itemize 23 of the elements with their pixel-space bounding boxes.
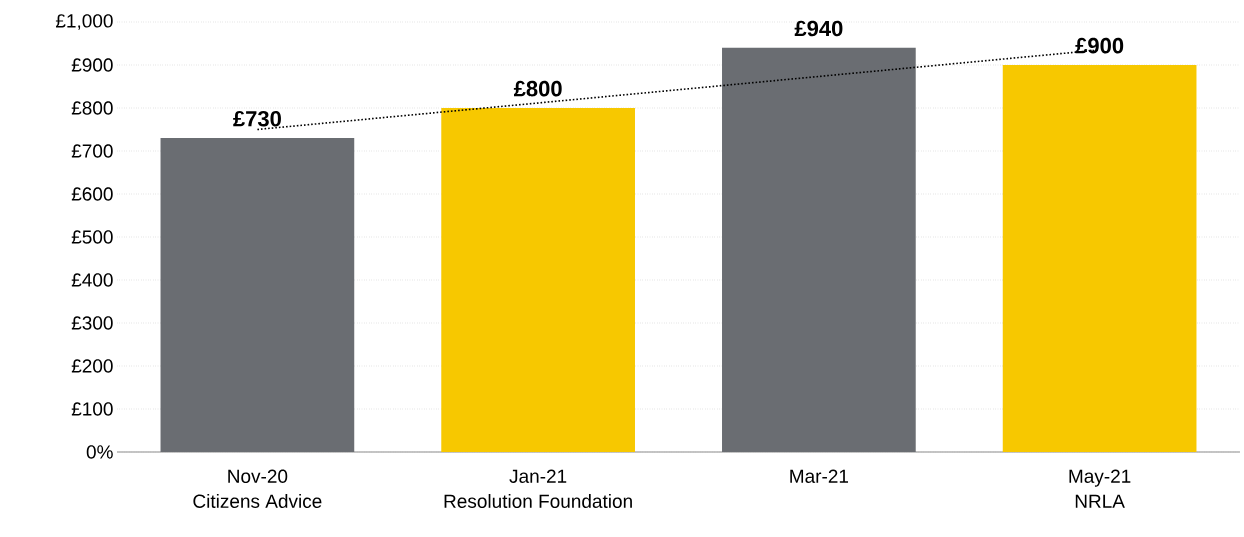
y-tick-label: £100 <box>71 402 113 416</box>
y-tick-label: £200 <box>71 359 113 373</box>
y-tick-label: £500 <box>71 230 113 244</box>
x-tick-label: Jan-21 Resolution Foundation <box>444 469 632 508</box>
y-tick-label: £800 <box>71 101 113 115</box>
data-label: £940 <box>794 20 843 37</box>
data-label: £800 <box>513 80 562 97</box>
y-tick-label: £1,000 <box>55 14 113 30</box>
y-tick-label: 0% <box>86 445 113 459</box>
y-tick-label: £700 <box>71 144 113 158</box>
y-tick-label: £900 <box>71 58 113 72</box>
y-tick-label: £600 <box>71 187 113 201</box>
x-tick-label: Mar-21 <box>790 469 849 483</box>
bar <box>1002 64 1197 452</box>
x-tick-label: May-21 NRLA <box>1069 469 1131 508</box>
y-tick-label: £400 <box>71 273 113 287</box>
data-label: £730 <box>233 110 281 127</box>
bar <box>160 138 355 452</box>
y-tick-label: £300 <box>71 316 113 330</box>
bar <box>441 107 635 452</box>
x-tick-label: Nov-20 Citizens Advice <box>193 469 322 508</box>
bar <box>722 47 916 452</box>
data-label: £900 <box>1075 37 1124 54</box>
